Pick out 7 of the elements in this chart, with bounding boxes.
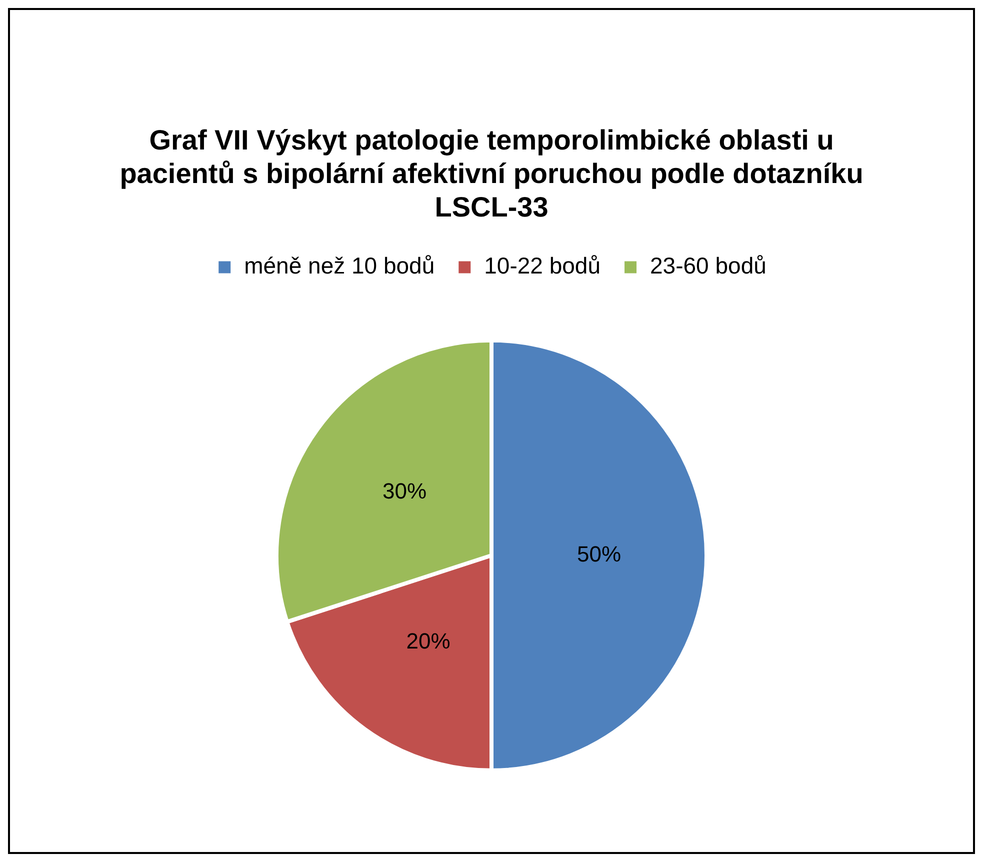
data-label: 20%: [406, 628, 450, 654]
data-label: 30%: [382, 478, 427, 504]
chart-title: Graf VII Výskyt patologie temporolimbické oblasti u pacientů s bipolární afektivní poruchou podle dotazníku LSCL-33: [120, 124, 864, 223]
legend-label: 10-22 bodů: [484, 252, 601, 279]
legend-label: méně než 10 bodů: [244, 252, 435, 279]
legend-label: 23-60 bodů: [650, 252, 766, 279]
data-label: 50%: [576, 541, 622, 566]
